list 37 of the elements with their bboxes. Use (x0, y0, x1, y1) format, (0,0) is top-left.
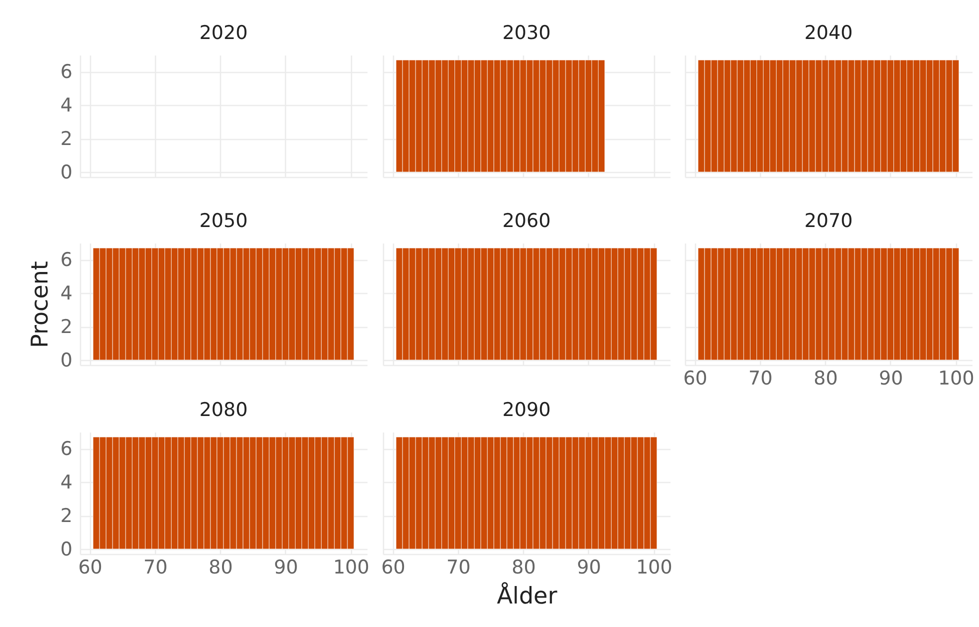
chart-title: 2080 (199, 399, 248, 421)
chart-title: 2090 (502, 399, 551, 421)
y-tick-label: 0 (60, 538, 72, 560)
x-tick-label: 100 (636, 556, 672, 578)
chart-title: 2050 (199, 210, 248, 232)
x-tick-label: 70 (446, 556, 471, 578)
chart-title: 2060 (502, 210, 551, 232)
x-axis-title: Ålder (496, 582, 558, 610)
y-tick-label: 6 (60, 249, 72, 272)
chart-title: 2030 (502, 22, 551, 44)
x-tick-label: 60 (683, 368, 708, 390)
y-tick-label: 4 (60, 472, 72, 494)
x-tick-label: 70 (748, 368, 773, 390)
y-tick-label: 2 (60, 505, 72, 528)
x-tick-label: 100 (333, 556, 370, 578)
chart-title: 2020 (199, 22, 248, 44)
chart-title: 2070 (804, 210, 853, 232)
x-tick-label: 60 (381, 556, 406, 578)
y-tick-label: 0 (60, 349, 72, 372)
y-tick-label: 4 (60, 282, 72, 305)
y-tick-label: 4 (60, 94, 72, 117)
x-tick-label: 60 (78, 556, 102, 578)
y-axis-title: Procent (27, 261, 54, 348)
x-tick-label: 90 (274, 556, 298, 578)
y-tick-label: 2 (60, 128, 72, 150)
x-tick-label: 90 (576, 556, 602, 578)
x-tick-label: 80 (512, 556, 536, 578)
x-tick-label: 100 (938, 368, 974, 390)
x-tick-label: 80 (208, 556, 233, 578)
x-tick-label: 90 (878, 368, 904, 390)
y-tick-label: 6 (60, 438, 72, 460)
x-tick-label: 70 (143, 556, 168, 578)
y-tick-label: 0 (60, 161, 72, 184)
x-tick-label: 80 (814, 368, 838, 390)
y-tick-label: 2 (60, 316, 72, 338)
chart-title: 2040 (804, 22, 853, 44)
y-tick-label: 6 (60, 61, 72, 84)
